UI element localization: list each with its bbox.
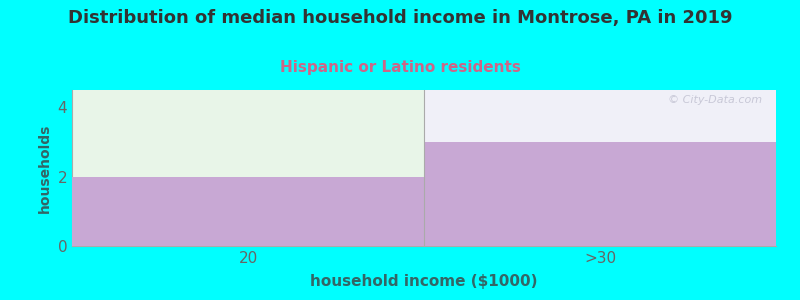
Bar [424, 142, 776, 246]
X-axis label: household income ($1000): household income ($1000) [310, 274, 538, 289]
Bar [72, 177, 424, 246]
Text: © City-Data.com: © City-Data.com [668, 95, 762, 105]
Bar [72, 90, 424, 177]
Text: Hispanic or Latino residents: Hispanic or Latino residents [279, 60, 521, 75]
Y-axis label: households: households [38, 123, 52, 213]
Bar [424, 90, 776, 142]
Text: Distribution of median household income in Montrose, PA in 2019: Distribution of median household income … [68, 9, 732, 27]
